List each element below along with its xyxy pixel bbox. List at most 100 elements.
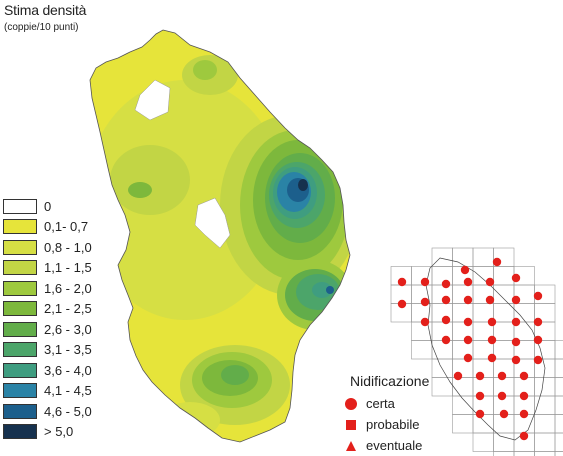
legend-label: 2,6 - 3,0 xyxy=(44,321,92,337)
grid-cell xyxy=(493,432,515,452)
occurrence-dot xyxy=(420,317,430,327)
occurrence-dot xyxy=(533,335,543,345)
grid-cell xyxy=(472,247,494,267)
occurrence-dot xyxy=(487,353,497,363)
grid-cells xyxy=(390,247,563,456)
occurrence-dot xyxy=(519,431,529,441)
legend-label: 3,6 - 4,0 xyxy=(44,362,92,378)
legend-label: 4,6 - 5,0 xyxy=(44,403,92,419)
occurrence-dot xyxy=(475,409,485,419)
legend-label: 2,1 - 2,5 xyxy=(44,301,92,317)
grid-cell xyxy=(554,451,563,456)
legend-item: 3,6 - 4,0 xyxy=(3,360,92,381)
occurrence-dot xyxy=(485,277,495,287)
legend-item: 0,8 - 1,0 xyxy=(3,237,92,258)
density-legend: 0 0,1- 0,7 0,8 - 1,0 1,1 - 1,5 1,6 - 2,0… xyxy=(3,196,92,442)
grid-cell xyxy=(472,377,494,397)
occurrence-dot xyxy=(441,315,451,325)
grid-cell xyxy=(493,340,515,360)
grid-cell xyxy=(411,340,433,360)
legend-item: 0 xyxy=(3,196,92,217)
occurrence-dot xyxy=(441,335,451,345)
legend-label: 3,1 - 3,5 xyxy=(44,342,92,358)
occurrence-dot xyxy=(511,337,521,347)
grid-cell xyxy=(472,414,494,434)
legend-label: 1,1 - 1,5 xyxy=(44,260,92,276)
legend-swatch xyxy=(3,403,37,419)
occurrence-dot xyxy=(463,335,473,345)
legend-item: 2,1 - 2,5 xyxy=(3,299,92,320)
nidificazione-item: certa xyxy=(344,396,395,411)
legend-item: > 5,0 xyxy=(3,422,92,443)
grid-cell xyxy=(493,321,515,341)
occurrence-dot xyxy=(511,273,521,283)
grid-cell xyxy=(534,414,556,434)
legend-swatch xyxy=(3,342,37,358)
occurrence-dot xyxy=(463,317,473,327)
nidificazione-label: probabile xyxy=(366,417,420,432)
triangle-icon xyxy=(344,439,358,453)
occurrence-dot xyxy=(499,409,509,419)
occurrence-dot xyxy=(460,265,470,275)
occurrence-dot xyxy=(463,295,473,305)
legend-item: 4,1 - 4,5 xyxy=(3,381,92,402)
nidificazione-label: eventuale xyxy=(366,438,423,453)
occurrence-dot xyxy=(453,371,463,381)
grid-cell xyxy=(452,377,474,397)
grid-cell xyxy=(554,377,563,397)
occurrence-dot xyxy=(420,297,430,307)
grid-cell xyxy=(472,432,494,452)
grid-cell xyxy=(534,432,556,452)
occurrence-dot xyxy=(519,371,529,381)
legend-swatch xyxy=(3,321,37,337)
occurrence-dot xyxy=(420,277,430,287)
legend-item: 1,1 - 1,5 xyxy=(3,258,92,279)
occurrence-dot xyxy=(533,317,543,327)
occurrence-dot xyxy=(397,299,407,309)
occurrence-dot xyxy=(441,295,451,305)
legend-swatch xyxy=(3,383,37,399)
occurrence-dot xyxy=(463,353,473,363)
grid-cell xyxy=(452,247,474,267)
legend-label: 0,8 - 1,0 xyxy=(44,239,92,255)
occurrence-dot xyxy=(533,355,543,365)
legend-label: 4,1 - 4,5 xyxy=(44,383,92,399)
grid-cell xyxy=(431,340,453,360)
occurrence-dot xyxy=(533,291,543,301)
occurrence-dot xyxy=(519,391,529,401)
nidificazione-title: Nidificazione xyxy=(350,373,430,389)
occurrence-dot xyxy=(511,355,521,365)
legend-label: 0 xyxy=(44,198,52,214)
legend-swatch xyxy=(3,362,37,378)
grid-cell xyxy=(534,451,556,456)
legend-swatch xyxy=(3,260,37,276)
grid-cell xyxy=(513,451,535,456)
legend-item: 4,6 - 5,0 xyxy=(3,401,92,422)
grid-cell xyxy=(431,247,453,267)
legend-item: 0,1- 0,7 xyxy=(3,217,92,238)
occurrence-dot xyxy=(497,391,507,401)
grid-cell xyxy=(493,451,515,456)
legend-swatch xyxy=(3,219,37,235)
legend-label: > 5,0 xyxy=(44,424,74,440)
square-icon xyxy=(344,418,358,432)
legend-item: 3,1 - 3,5 xyxy=(3,340,92,361)
occurrence-dots xyxy=(397,257,543,441)
grid-cell xyxy=(452,414,474,434)
grid-cell xyxy=(554,432,563,452)
occurrence-dot xyxy=(463,277,473,287)
map-title: Stima densità xyxy=(4,2,87,18)
map-subtitle: (coppie/10 punti) xyxy=(4,22,79,33)
region-outline xyxy=(89,29,351,443)
occurrence-dot xyxy=(485,295,495,305)
nidificazione-label: certa xyxy=(366,396,395,411)
grid-cell xyxy=(554,414,563,434)
grid-cell xyxy=(554,395,563,415)
occurrence-dot xyxy=(519,409,529,419)
grid-map-outline xyxy=(425,257,546,441)
occurrence-dot xyxy=(487,317,497,327)
occurrence-dot xyxy=(511,295,521,305)
legend-swatch xyxy=(3,239,37,255)
